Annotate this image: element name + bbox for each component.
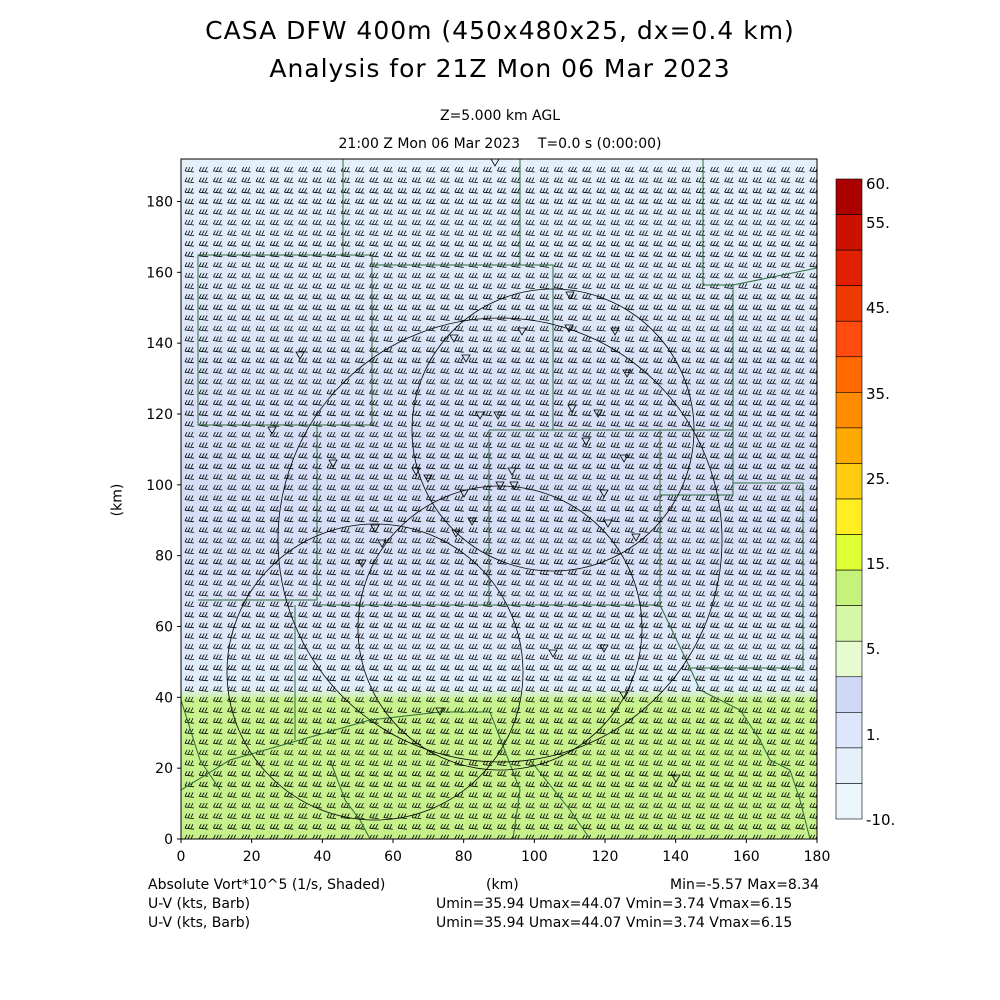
x-tick-label: 140 [662, 849, 689, 865]
colorbar-segment [835, 676, 863, 713]
y-tick-label: 0 [164, 832, 173, 848]
y-axis: 0 20 40 60 80 100 120 140 160 180 [146, 195, 181, 848]
x-tick-label: 180 [804, 849, 831, 865]
y-tick-label: 100 [146, 478, 173, 494]
colorbar-label: 60. [866, 175, 890, 193]
colorbar-segment [835, 427, 863, 464]
colorbar-label: 35. [866, 385, 890, 403]
colorbar-segment [835, 712, 863, 749]
uv-stats-1: Umin=35.94 Umax=44.07 Vmin=3.74 Vmax=6.1… [436, 896, 793, 912]
plot-frame [180, 158, 818, 840]
colorbar-segment [835, 569, 863, 606]
y-tick-label: 160 [146, 265, 173, 281]
x-axis-unit: (km) [486, 877, 519, 893]
county-boundaries [181, 159, 817, 839]
x-axis: 0 20 40 60 80 100 120 140 160 180 [177, 839, 831, 865]
x-tick-label: 0 [177, 849, 186, 865]
map-title-line2: Analysis for 21Z Mon 06 Mar 2023 [269, 54, 731, 83]
colorbar-segment [835, 249, 863, 286]
radar-site-markers [267, 159, 681, 783]
colorbar-segment [835, 178, 863, 215]
colorbar-segment [835, 463, 863, 500]
colorbar-segment [835, 640, 863, 678]
uv-label-1: U-V (kts, Barb) [148, 896, 251, 912]
field-minmax: Min=-5.57 Max=8.34 [670, 877, 820, 893]
colorbar-segment [835, 214, 863, 251]
uv-label-2: U-V (kts, Barb) [148, 915, 251, 931]
y-tick-label: 120 [146, 407, 173, 423]
field-label: Absolute Vort*10^5 (1/s, Shaded) [148, 877, 386, 893]
x-tick-label: 40 [313, 849, 331, 865]
colorbar-segment [835, 285, 863, 322]
x-tick-label: 20 [243, 849, 261, 865]
colorbar-label: 45. [866, 299, 890, 317]
y-tick-label: 140 [146, 336, 173, 352]
uv-stats-2: Umin=35.94 Umax=44.07 Vmin=3.74 Vmax=6.1… [436, 915, 793, 931]
colorbar-segment [835, 392, 863, 429]
colorbar-label: 55. [866, 214, 890, 232]
x-tick-label: 120 [592, 849, 619, 865]
x-tick-label: 60 [384, 849, 402, 865]
time-label: 21:00 Z Mon 06 Mar 2023 T=0.0 s (0:00:00… [338, 136, 662, 152]
colorbar-label: 15. [866, 555, 890, 573]
colorbar-label: 25. [866, 470, 890, 488]
colorbar-label: 5. [866, 640, 880, 658]
y-tick-label: 20 [155, 761, 173, 777]
colorbar-label: 1. [866, 726, 880, 744]
colorbar-segment [835, 356, 863, 393]
y-tick-label: 60 [155, 620, 173, 636]
level-label: Z=5.000 km AGL [439, 108, 561, 124]
colorbar-segment [835, 783, 863, 820]
y-tick-label: 80 [155, 549, 173, 565]
colorbar-segment [835, 605, 863, 642]
x-tick-label: 100 [521, 849, 548, 865]
map-title-line1: CASA DFW 400m (450x480x25, dx=0.4 km) [205, 16, 795, 45]
colorbar-segment [835, 320, 863, 358]
y-tick-label: 180 [146, 195, 173, 211]
colorbar-label: -10. [866, 811, 895, 829]
colorbar: 60. 55. 45. 35. 25. 15. 5. 1. -10. [835, 175, 895, 829]
colorbar-segment [835, 498, 863, 535]
radar-range-rings [226, 288, 723, 821]
colorbar-segment [835, 747, 863, 784]
y-tick-label: 40 [155, 690, 173, 706]
x-tick-label: 80 [455, 849, 473, 865]
y-axis-unit: (km) [109, 483, 126, 517]
colorbar-segment [835, 534, 863, 571]
x-tick-label: 160 [733, 849, 760, 865]
